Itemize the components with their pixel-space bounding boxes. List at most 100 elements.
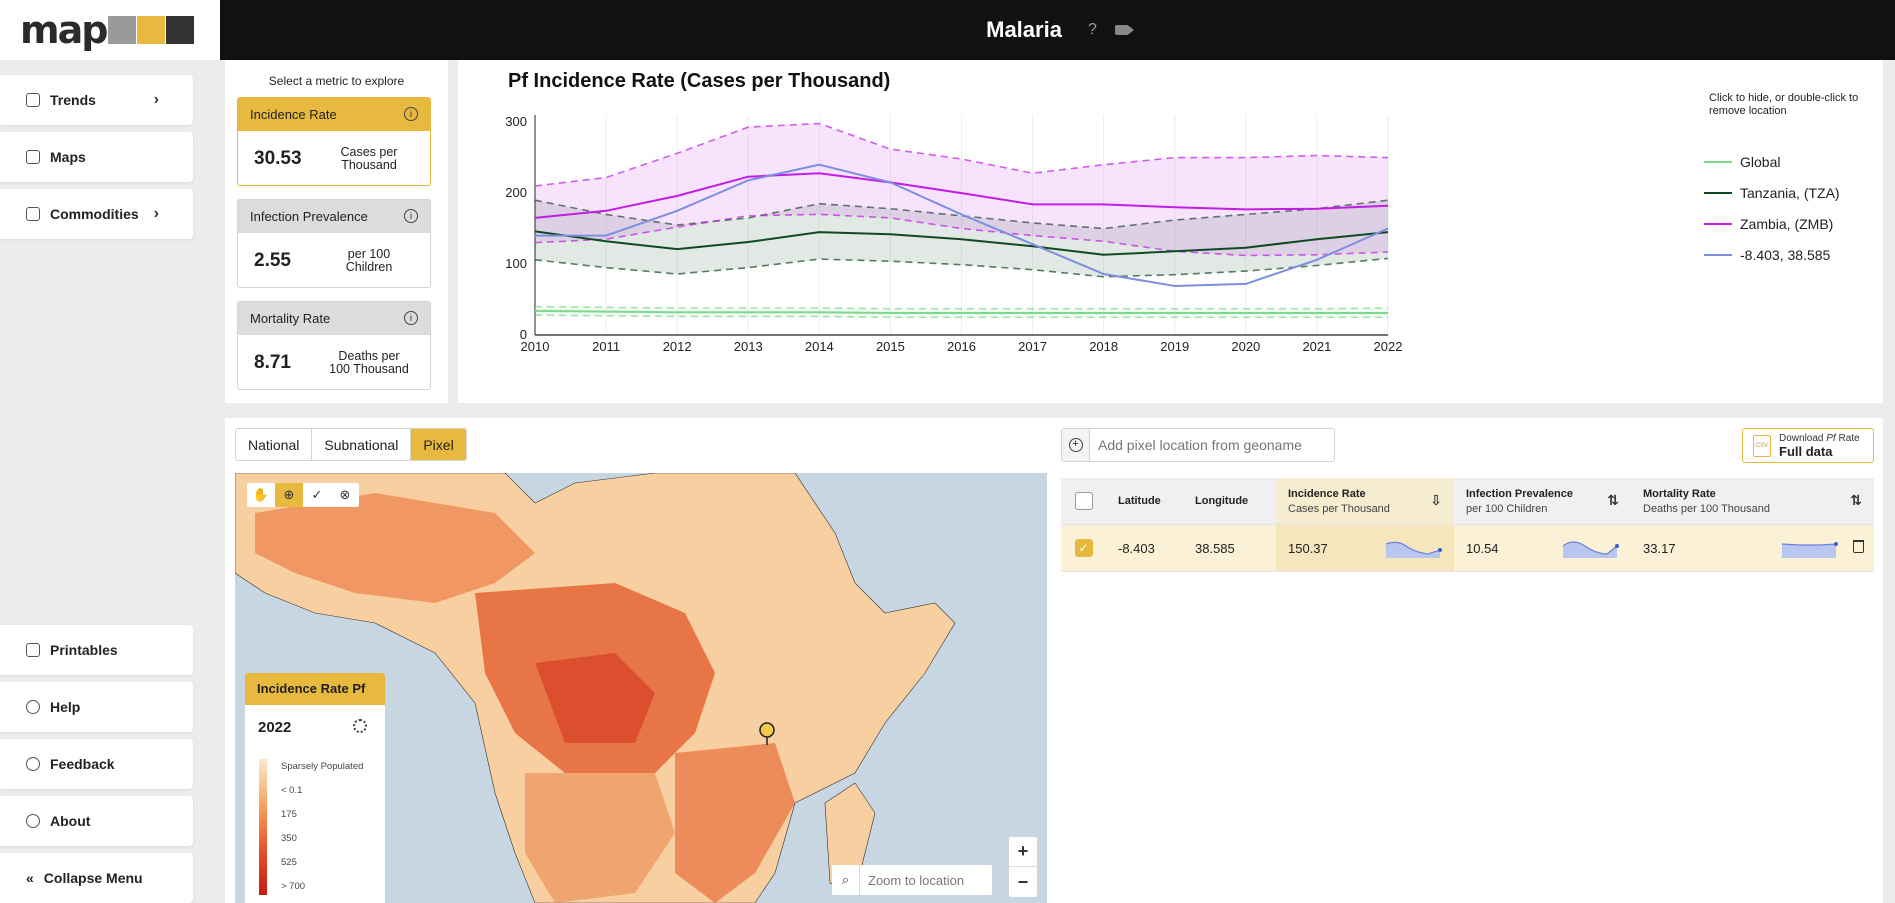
logo[interactable]: map: [0, 0, 220, 60]
csv-file-icon: CSV: [1753, 434, 1771, 457]
sort-icon[interactable]: ⇅: [1850, 492, 1862, 508]
cell-incidence: 150.37: [1276, 525, 1454, 571]
legend-item-zambia[interactable]: Zambia, (ZMB): [1704, 208, 1840, 239]
header-incidence[interactable]: Incidence Rate Cases per Thousand ⇩: [1276, 478, 1454, 524]
info-icon[interactable]: i: [404, 107, 418, 121]
page-title: Malaria: [986, 17, 1062, 42]
printer-icon: [26, 643, 40, 657]
download-label-rest: Rate: [1835, 432, 1860, 444]
sidebar-item-label: Maps: [50, 149, 86, 165]
download-full-data-button[interactable]: CSV Download Pf Rate Full data: [1742, 428, 1874, 463]
check-icon[interactable]: ✓: [311, 487, 323, 502]
zoom-out-button[interactable]: −: [1017, 871, 1029, 892]
info-icon[interactable]: i: [404, 311, 418, 325]
series-lower-1: [534, 257, 1389, 278]
chart-legend-hint: Click to hide, or double-click to remove…: [1709, 92, 1869, 118]
double-chevron-left-icon: «: [26, 870, 34, 886]
legend-label-350: 350: [281, 833, 297, 844]
add-point-icon[interactable]: ⊕: [275, 483, 303, 507]
metric-card-infection-prevalence[interactable]: Infection Prevalence i 2.55 per 100 Childr…: [237, 199, 431, 288]
metric-unit-line1: per 100: [347, 246, 391, 261]
sidebar-item-commodities[interactable]: Commodities ›: [0, 189, 193, 239]
table-header: Latitude Longitude Incidence Rate Cases p…: [1061, 478, 1874, 525]
mortality-sparkline: [1781, 542, 1838, 558]
logo-tile-dark: [166, 16, 195, 44]
sort-descending-icon[interactable]: ⇩: [1430, 492, 1442, 508]
x-tick-label: 2020: [1231, 339, 1260, 354]
pixel-table: Latitude Longitude Incidence Rate Cases p…: [1061, 478, 1874, 572]
legend-label: Zambia, (ZMB): [1740, 215, 1834, 232]
cell-longitude: 38.585: [1195, 540, 1235, 556]
video-camera-icon[interactable]: [1114, 25, 1134, 35]
logo-tile-yellow: [137, 16, 166, 44]
select-all-checkbox[interactable]: [1074, 492, 1093, 510]
y-tick-label: 300: [505, 114, 527, 129]
row-checkbox[interactable]: ✓: [1074, 539, 1093, 557]
sidebar-item-printables[interactable]: Printables: [0, 625, 193, 675]
info-icon[interactable]: i: [404, 209, 418, 223]
x-tick-label: 2021: [1302, 339, 1331, 354]
map-region-south: [525, 773, 675, 903]
x-tick-label: 2016: [947, 339, 976, 354]
tab-national[interactable]: National: [236, 429, 313, 460]
sidebar-item-feedback[interactable]: Feedback: [0, 739, 193, 789]
metric-unit-line2: Thousand: [341, 157, 397, 172]
map-region-mozambique: [675, 743, 795, 903]
geoname-search[interactable]: +: [1061, 428, 1335, 462]
legend-label-lt01: < 0.1: [281, 785, 303, 796]
home-icon: [26, 93, 40, 107]
location-pin-icon[interactable]: [759, 722, 775, 738]
sidebar-item-trends[interactable]: Trends ›: [0, 75, 193, 125]
cell-infection: 10.54: [1454, 525, 1631, 571]
zoom-to-location[interactable]: ⌕ Zoom to location: [832, 865, 992, 895]
tab-subnational[interactable]: Subnational: [312, 429, 412, 460]
trash-icon[interactable]: [1853, 540, 1864, 553]
header-sub: Deaths per 100 Thousand: [1643, 502, 1770, 515]
add-circle-icon[interactable]: +: [1062, 429, 1090, 461]
table-row[interactable]: ✓ -8.403 38.585 150.37 10.54 33.17: [1061, 525, 1874, 572]
x-tick-label: 2018: [1089, 339, 1118, 354]
metric-unit: Cases per Thousand: [324, 145, 414, 172]
clear-icon[interactable]: ⊗: [339, 487, 351, 502]
row-check-cell: ✓: [1061, 525, 1106, 571]
geoname-search-input[interactable]: [1090, 437, 1330, 453]
sort-icon[interactable]: ⇅: [1607, 492, 1619, 508]
sidebar-item-label: Printables: [50, 642, 118, 658]
legend-label-525: 525: [281, 857, 297, 868]
help-question-icon[interactable]: ?: [1087, 21, 1097, 38]
incidence-map[interactable]: ✋ ⊕ ✓ ⊗ Incidence Rate Pf 2022 Sparsely …: [235, 473, 1047, 903]
metric-card-mortality[interactable]: Mortality Rate i 8.71 Deaths per 100 Thous…: [237, 301, 431, 390]
legend-label-175: 175: [281, 809, 297, 820]
header-infection[interactable]: Infection Prevalence per 100 Children ⇅: [1454, 478, 1631, 524]
cell-value: 33.17: [1643, 540, 1676, 556]
gear-icon[interactable]: [353, 719, 367, 733]
logo-text: map: [20, 8, 108, 52]
sidebar-item-about[interactable]: About: [0, 796, 193, 846]
legend-item-pixel[interactable]: -8.403, 38.585: [1704, 239, 1840, 270]
metric-value: 30.53: [254, 147, 302, 169]
legend-label: Tanzania, (TZA): [1740, 184, 1840, 201]
y-tick-label: 0: [520, 327, 527, 342]
sidebar-item-collapse-menu[interactable]: « Collapse Menu: [0, 853, 193, 903]
sidebar-item-help[interactable]: Help: [0, 682, 193, 732]
legend-item-global[interactable]: Global: [1704, 146, 1840, 177]
help-icon: [26, 700, 40, 714]
color-ramp: [259, 759, 267, 895]
feedback-icon: [26, 757, 40, 771]
header-mortality[interactable]: Mortality Rate Deaths per 100 Thousand ⇅: [1631, 478, 1874, 524]
chart-legend: Global Tanzania, (TZA) Zambia, (ZMB) -8.…: [1704, 146, 1840, 270]
chart-title: Pf Incidence Rate (Cases per Thousand): [508, 70, 891, 92]
map-canvas[interactable]: [235, 473, 1047, 903]
sidebar-item-maps[interactable]: Maps: [0, 132, 193, 182]
metric-card-incidence[interactable]: Incidence Rate i 30.53 Cases per Thousand: [237, 97, 431, 186]
legend-item-tanzania[interactable]: Tanzania, (TZA): [1704, 177, 1840, 208]
pan-icon[interactable]: ✋: [252, 487, 270, 502]
tab-pixel[interactable]: Pixel: [411, 429, 466, 460]
zoom-in-button[interactable]: +: [1009, 837, 1037, 867]
sidebar-item-label: Collapse Menu: [43, 870, 143, 886]
list-icon: [26, 207, 40, 221]
x-tick-label: 2010: [521, 339, 550, 354]
metric-value: 2.55: [254, 249, 291, 271]
cell-latitude: -8.403: [1118, 540, 1155, 556]
legend-label: Global: [1740, 153, 1781, 170]
